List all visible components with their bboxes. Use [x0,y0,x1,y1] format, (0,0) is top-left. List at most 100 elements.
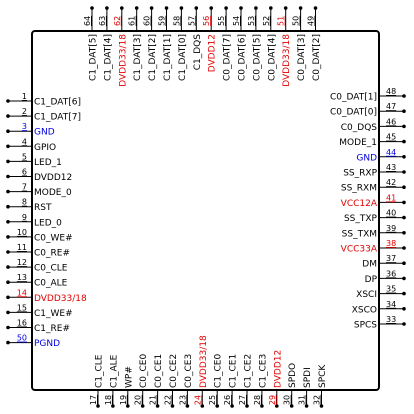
left-pin-9-label: LED_0 [34,218,62,228]
left-pin-15-label: C1_WE# [34,309,73,319]
bottom-pin-17-number: 17 [89,395,98,405]
bottom-pin-24-label: DVDD33/18 [199,335,209,388]
top-pin-53-label: C0_DAT[5] [252,34,262,81]
left-pin-6-label: DVDD12 [34,173,72,183]
top-pin-63-dot [105,6,109,10]
right-pin-46-label: C0_DQS [341,123,378,133]
left-pin-13-label: C0_ALE [34,279,68,289]
left-pin-2-dot [6,114,10,118]
top-pin-64-dot [90,6,94,10]
right-pin-47-number: 47 [386,102,396,111]
top-pin-60-dot [149,6,154,10]
top-pin-51-number: 51 [277,16,286,26]
bottom-pin-18-label: C1_ALE [109,354,119,388]
right-pin-34-dot [402,307,406,311]
right-pin-45-number: 45 [386,133,396,142]
top-pin-59-dot [164,6,169,10]
bottom-pin-32-number: 32 [313,395,322,405]
left-pin-8-dot [6,204,10,209]
left-pin-16-number: 16 [17,319,27,328]
left-pin-2-label: C1_DAT[7] [34,113,81,123]
bottom-pin-19-label: WP# [124,366,134,388]
bottom-pin-27-number: 27 [238,395,247,405]
left-pin-10-dot [6,235,10,239]
right-pin-43-number: 43 [386,163,396,172]
left-pin-8-number: 8 [22,198,27,207]
left-pin-7-number: 7 [22,183,27,192]
bottom-pin-30-dot [289,404,294,408]
left-pin-9-number: 9 [22,213,27,222]
right-pin-48-dot [402,94,406,98]
top-pin-59-label: C1_DAT[1] [163,34,173,81]
left-pin-16-label: C1_RE# [34,324,70,334]
right-pin-38-dot [402,246,406,250]
left-pin-15-number: 15 [17,303,27,312]
top-pin-61-dot [134,6,139,10]
bottom-pin-27-label: C1_CE2 [244,354,254,388]
top-pin-52-number: 52 [262,16,271,26]
top-pin-55-label: C0_DAT[7] [223,34,233,81]
bottom-pin-20-dot [140,404,145,408]
bottom-pin-23-dot [185,404,190,408]
top-pin-49-dot [313,6,318,10]
right-pin-44-dot [402,155,406,159]
left-pin-12-label: C0_CLE [34,264,68,274]
bottom-pin-21-number: 21 [149,395,158,405]
left-pin-5-label: LED_1 [34,158,62,168]
bottom-pin-31-dot [304,404,309,408]
left-pin-16-dot [6,325,10,330]
bottom-pin-21-label: C0_CE1 [154,354,164,388]
bottom-pin-29-number: 29 [268,395,277,405]
left-pin-1-number: 1 [22,92,27,101]
bottom-pin-24-dot [200,404,205,408]
bottom-pin-20-number: 20 [134,395,143,405]
bottom-pin-28-dot [260,404,264,408]
top-pin-61-label: C1_DAT[3] [133,34,143,81]
right-pin-47-label: C0_DAT[0] [330,108,377,118]
bottom-pin-30-number: 30 [283,395,292,405]
top-pin-55-dot [224,6,228,10]
right-pin-42-dot [402,185,406,189]
right-pin-35-number: 35 [386,285,396,294]
top-pin-52-label: C0_DAT[4] [267,34,277,81]
bottom-pin-17-dot [96,404,100,408]
right-pin-48-label: C0_DAT[1] [330,93,377,103]
bottom-pin-18-number: 18 [104,395,113,405]
right-pin-33-number: 33 [386,315,396,324]
top-pin-57-number: 57 [187,16,196,26]
right-pin-41-number: 41 [386,193,396,202]
chip-body [31,30,380,391]
pins-group: 1 C1_DAT[6] 2 C1_DAT[7] 3 GND 4 GPIO 5 LED_1 6 DVDD… [6,6,406,408]
left-pin-6-number: 6 [22,168,27,177]
right-pin-36-dot [402,276,406,281]
right-pin-35-dot [402,291,406,296]
left-pin-13-number: 13 [17,273,27,282]
top-pin-62-dot [120,6,124,10]
left-pin-11-label: C0_RE# [34,249,70,259]
bottom-pin-18-dot [111,404,115,408]
top-pin-63-label: C1_DAT[4] [103,34,113,81]
left-pin-1-label: C1_DAT[6] [34,98,81,108]
right-pin-36-number: 36 [386,269,396,278]
right-pin-33-label: SPCS [354,321,377,331]
left-pin-3-number: 3 [22,122,27,131]
left-pin-10-label: C0_WE# [34,233,73,243]
top-pin-59-number: 59 [158,16,167,26]
top-pin-49-number: 49 [307,16,316,26]
right-pin-42-label: SS_RXM [341,184,377,194]
right-pin-46-dot [402,124,406,129]
top-pin-58-dot [179,6,184,10]
bottom-pin-25-label: C1_CE0 [214,354,224,388]
left-pin-5-number: 5 [22,152,27,161]
bottom-pin-28-number: 28 [253,395,262,405]
left-pin-12-number: 12 [17,258,27,267]
top-pin-60-label: C1_DAT[2] [148,34,158,81]
top-pin-60-number: 60 [143,16,152,26]
right-pin-40-number: 40 [386,209,396,218]
right-pin-37-dot [402,261,406,266]
top-pin-64-number: 64 [83,16,92,26]
top-pin-49-label: C0_DAT[2] [312,34,322,81]
left-pin-3-label: GND [34,128,55,138]
top-pin-50-dot [298,6,303,10]
bottom-pin-26-label: C1_CE1 [229,354,239,388]
